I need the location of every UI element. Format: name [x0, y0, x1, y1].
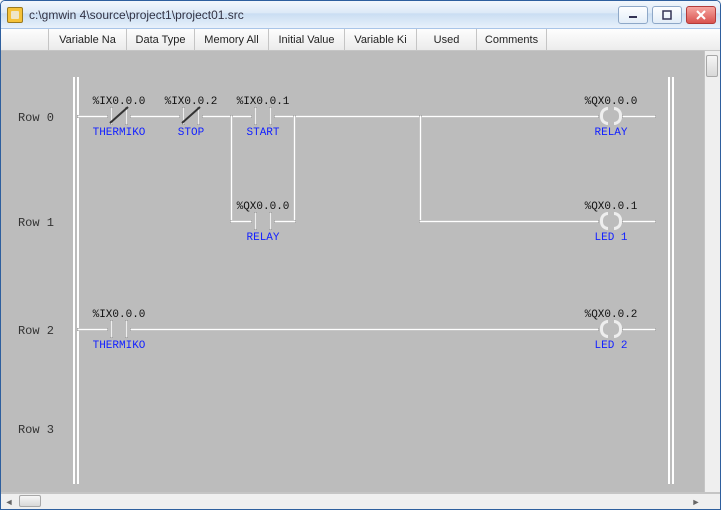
contact-address: %IX0.0.0	[93, 309, 146, 321]
rung-wire	[130, 328, 599, 331]
rung-wire	[77, 328, 108, 331]
col-memory-alloc[interactable]: Memory All	[195, 29, 269, 50]
contact-no[interactable]	[252, 107, 274, 125]
col-rownum[interactable]	[1, 29, 49, 50]
minimize-button[interactable]	[618, 6, 648, 24]
contact-tag: STOP	[178, 127, 204, 139]
app-icon	[7, 7, 23, 23]
rung-wire	[202, 115, 252, 118]
maximize-icon	[662, 10, 672, 20]
branch-wire	[230, 115, 233, 223]
col-variable-kind[interactable]: Variable Ki	[345, 29, 417, 50]
col-data-type[interactable]: Data Type	[127, 29, 195, 50]
col-variable-name[interactable]: Variable Na	[49, 29, 127, 50]
contact-no[interactable]	[252, 212, 274, 230]
contact-tag: THERMIKO	[93, 127, 146, 139]
left-power-rail-2	[77, 77, 79, 484]
scroll-left-arrow[interactable]: ◄	[1, 494, 17, 509]
row-label: Row 2	[1, 324, 71, 338]
contact-no[interactable]	[108, 320, 130, 338]
rung-wire	[274, 115, 599, 118]
contact-address: %IX0.0.0	[93, 96, 146, 108]
resize-grip[interactable]	[704, 494, 720, 509]
scroll-right-arrow[interactable]: ►	[688, 494, 704, 509]
scrollbar-thumb[interactable]	[706, 55, 718, 77]
scrollbar-thumb[interactable]	[19, 495, 41, 507]
contact-address: %QX0.0.0	[237, 201, 290, 213]
minimize-icon	[628, 10, 638, 20]
rung-wire	[77, 115, 108, 118]
coil-address: %QX0.0.1	[585, 201, 638, 213]
vertical-scrollbar[interactable]	[704, 51, 720, 492]
branch-wire	[293, 115, 296, 223]
contact-tag: RELAY	[246, 232, 279, 244]
branch-wire	[419, 115, 422, 223]
contact-address: %IX0.0.1	[237, 96, 290, 108]
branch-wire	[274, 220, 296, 223]
workspace: Row 0 Row 1 Row 2 Row 3 %IX0.0.0 THERMIK…	[1, 51, 720, 493]
rung-wire	[419, 220, 599, 223]
col-comments[interactable]: Comments	[477, 29, 547, 50]
rung-wire	[130, 115, 180, 118]
row-label: Row 3	[1, 423, 71, 437]
coil-tag: LED 2	[594, 340, 627, 352]
rung-wire	[622, 115, 656, 118]
right-power-rail-2	[668, 77, 670, 484]
coil-address: %QX0.0.2	[585, 309, 638, 321]
coil[interactable]	[600, 107, 622, 125]
contact-nc[interactable]	[108, 107, 130, 125]
scrollbar-track[interactable]	[17, 494, 688, 509]
contact-tag: START	[246, 127, 279, 139]
branch-wire	[230, 220, 252, 223]
titlebar[interactable]: c:\gmwin 4\source\project1\project01.src	[1, 1, 720, 29]
row-label: Row 0	[1, 111, 71, 125]
col-used[interactable]: Used	[417, 29, 477, 50]
maximize-button[interactable]	[652, 6, 682, 24]
horizontal-scrollbar[interactable]: ◄ ►	[1, 493, 720, 509]
row-label: Row 1	[1, 216, 71, 230]
col-initial-value[interactable]: Initial Value	[269, 29, 345, 50]
window-title: c:\gmwin 4\source\project1\project01.src	[29, 8, 614, 22]
contact-address: %IX0.0.2	[165, 96, 218, 108]
ladder-canvas[interactable]: Row 0 Row 1 Row 2 Row 3 %IX0.0.0 THERMIK…	[1, 51, 704, 492]
rung-wire	[622, 220, 656, 223]
coil[interactable]	[600, 320, 622, 338]
close-icon	[696, 10, 706, 20]
close-button[interactable]	[686, 6, 716, 24]
coil-tag: RELAY	[594, 127, 627, 139]
table-header: Variable Na Data Type Memory All Initial…	[1, 29, 720, 51]
app-window: c:\gmwin 4\source\project1\project01.src…	[0, 0, 721, 510]
coil-address: %QX0.0.0	[585, 96, 638, 108]
left-power-rail	[73, 77, 75, 484]
contact-tag: THERMIKO	[93, 340, 146, 352]
coil-tag: LED 1	[594, 232, 627, 244]
rung-wire	[622, 328, 656, 331]
right-power-rail	[672, 77, 674, 484]
contact-nc[interactable]	[180, 107, 202, 125]
coil[interactable]	[600, 212, 622, 230]
